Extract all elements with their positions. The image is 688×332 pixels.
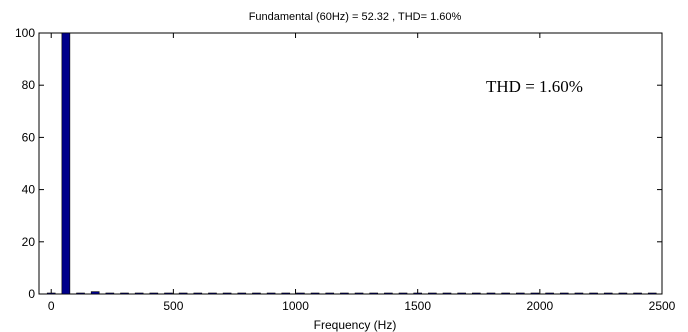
harmonic-bar	[574, 292, 584, 295]
x-tick-label: 2500	[649, 299, 676, 313]
harmonic-bar	[281, 292, 291, 295]
harmonic-bar	[530, 292, 540, 295]
x-tick-label: 500	[163, 299, 183, 313]
harmonic-bar	[413, 292, 422, 295]
harmonic-bar	[384, 292, 393, 295]
harmonic-bar	[193, 292, 203, 295]
harmonic-bar	[105, 292, 115, 295]
harmonic-bar	[61, 32, 71, 295]
plot-area: 0 500 1000 1500 2000 2500 0 20 40 60 80 100	[15, 26, 676, 313]
harmonic-bar	[120, 292, 129, 295]
x-tick-label: 1000	[282, 299, 309, 313]
harmonic-bar	[559, 292, 569, 295]
y-tick-label: 40	[22, 183, 36, 197]
x-tick-label: 0	[48, 299, 55, 313]
harmonic-bar	[222, 292, 232, 295]
harmonic-bar	[603, 292, 613, 295]
harmonic-bar	[354, 292, 364, 295]
harmonic-bar	[369, 292, 379, 295]
harmonic-bar	[545, 292, 554, 295]
harmonic-bar	[398, 292, 408, 295]
x-axis-label: Frequency (Hz)	[314, 318, 397, 332]
harmonic-bar	[149, 292, 159, 295]
harmonic-bar	[178, 292, 188, 295]
y-tick-label: 60	[22, 130, 36, 144]
harmonic-bar	[46, 292, 56, 295]
harmonic-bar	[164, 292, 173, 295]
y-tick-label: 100	[15, 26, 35, 40]
y-tick-label: 0	[28, 287, 35, 301]
harmonic-bar	[76, 292, 85, 295]
y-tick-label: 80	[22, 78, 36, 92]
harmonic-bar	[633, 292, 642, 295]
harmonic-bar	[501, 292, 510, 295]
harmonic-bar	[589, 292, 598, 295]
harmonic-bar	[208, 292, 217, 295]
harmonic-bar	[647, 292, 657, 295]
x-tick-label: 1500	[404, 299, 431, 313]
harmonic-bar	[442, 292, 452, 295]
thd-annotation: THD = 1.60%	[486, 77, 583, 96]
harmonic-bar	[486, 292, 496, 295]
harmonic-bar	[252, 292, 261, 295]
chart-title: Fundamental (60Hz) = 52.32 , THD= 1.60%	[249, 11, 462, 23]
harmonic-bar	[90, 291, 100, 295]
y-tick-label: 20	[22, 235, 36, 249]
harmonic-bar	[457, 292, 466, 295]
harmonic-bar	[134, 292, 144, 295]
harmonic-bar	[618, 292, 628, 295]
x-tick-label: 2000	[526, 299, 553, 313]
harmonic-bar	[515, 292, 525, 295]
harmonic-bar	[428, 292, 437, 295]
harmonic-bar	[472, 292, 481, 295]
axes-box	[38, 32, 663, 295]
harmonic-bar	[266, 292, 276, 295]
harmonic-bar	[310, 292, 320, 295]
harmonic-bar	[325, 292, 335, 295]
harmonic-bar	[296, 292, 305, 295]
harmonic-bar	[237, 292, 247, 295]
harmonic-bar	[340, 292, 349, 295]
